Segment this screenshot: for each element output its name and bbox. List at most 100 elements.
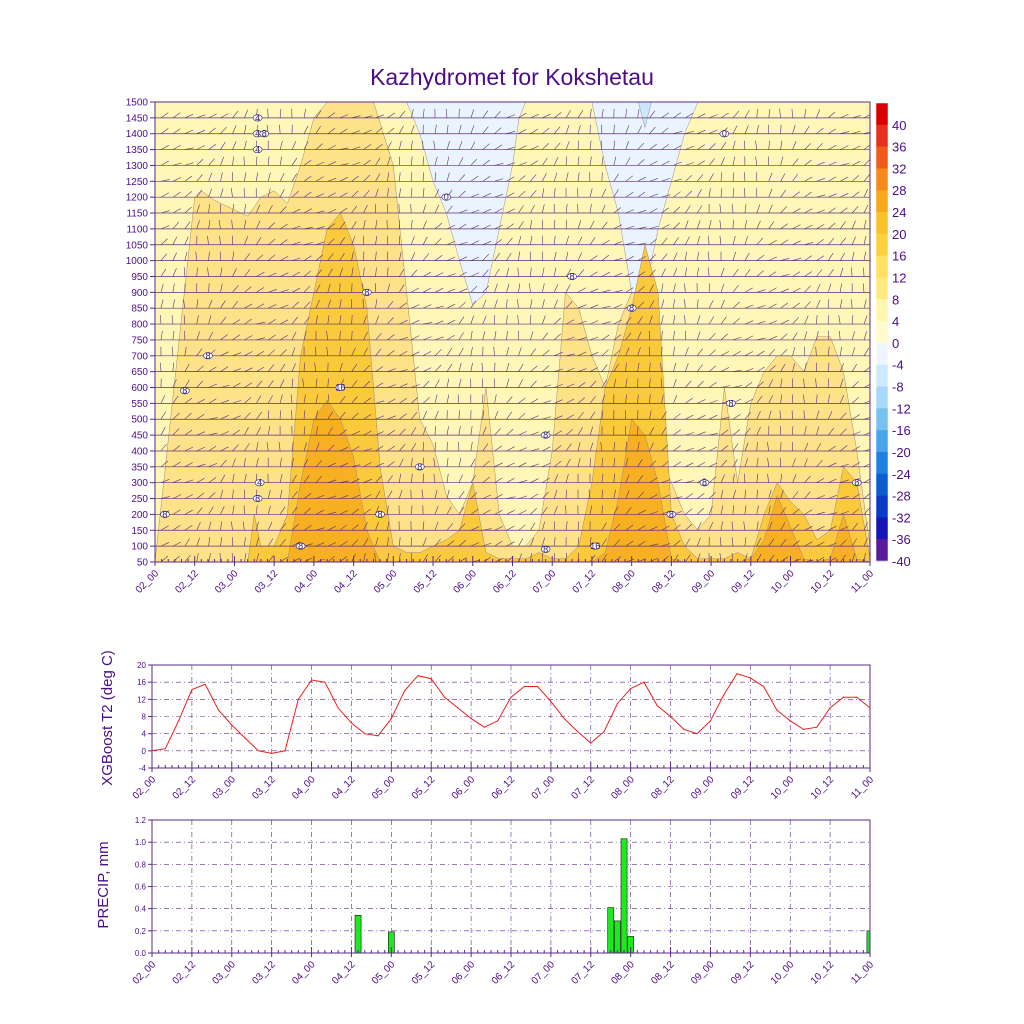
contour-label: 8 [295,541,306,551]
t2-point [802,728,805,731]
wind-barb [851,251,855,261]
wind-barb [208,127,216,134]
wind-barb [470,193,480,198]
t2-y-tick-label: -4 [139,764,147,773]
wind-barb [637,459,643,467]
wind-barb [553,474,559,483]
wind-barb [172,283,175,293]
wind-barb [804,426,807,436]
wind-barb [506,267,510,277]
wind-barb [446,364,453,372]
t2-point [364,733,366,735]
wind-barb [565,319,575,325]
wind-barb [470,362,473,372]
contour-label-text: 16 [335,383,345,393]
wind-barb [267,108,269,118]
wind-barb [232,334,240,341]
wind-barb [625,209,635,214]
wind-barb [375,445,384,452]
wind-barb [554,430,563,436]
wind-barb [422,236,428,245]
wind-barb [661,525,670,531]
wind-barb [422,396,430,404]
wind-barb [303,191,312,198]
wind-barb [363,190,370,198]
wind-barb [553,317,562,325]
wind-barb [279,189,285,198]
wind-barb [232,368,242,372]
wind-barb [756,124,759,134]
wind-barb [494,494,503,499]
wind-barb [399,458,404,467]
wind-barb [375,348,382,356]
wind-barb [673,222,681,230]
wind-barb [160,330,163,340]
wind-barb [815,378,817,388]
wind-barb [792,317,799,325]
wind-barb [387,334,395,341]
y-tick-label: 1050 [126,240,149,251]
t2-point [842,696,845,698]
wind-barb [732,236,736,245]
wind-barb [494,526,503,531]
wind-barb [184,221,191,230]
y-tick-label: 200 [131,510,148,521]
contour-label: 8 [626,303,637,313]
wind-barb [613,272,623,277]
wind-barb [482,476,490,483]
wind-barb [506,411,513,420]
wind-barb [506,347,510,356]
wind-barb [708,220,712,229]
wind-barb [482,315,487,325]
wind-barb [303,255,312,261]
wind-barb [208,299,213,309]
wind-barb [196,267,198,277]
y-tick-label: 1450 [126,113,149,124]
precip-y-tick-label: 1.0 [135,838,147,847]
wind-barb [649,110,656,119]
wind-barb [649,126,656,134]
wind-barb [159,362,162,372]
wind-barb [196,331,200,341]
wind-barb [542,384,551,388]
wind-barb [244,172,247,182]
wind-barb [160,496,170,499]
wind-barb [815,346,817,356]
wind-barb [291,208,301,214]
wind-barb [804,285,811,293]
wind-barb [839,363,844,372]
wind-barb [315,110,322,119]
wind-barb [184,429,193,436]
wind-barb [351,380,358,388]
contour-label: 8 [540,544,551,554]
wind-barb [816,477,825,483]
wind-barb [327,112,336,119]
wind-barb [327,394,330,404]
wind-barb [244,109,249,119]
wind-barb [470,272,480,277]
t2-point [271,752,273,755]
wind-barb [661,283,664,293]
wind-barb [458,271,467,277]
precip-bar [607,907,615,954]
wind-barb [458,362,462,372]
wind-barb [637,242,647,246]
contour-label-bg [441,193,452,201]
wind-barb [685,236,690,245]
wind-barb [791,108,793,118]
wind-barb [756,521,759,531]
wind-barb [339,114,349,119]
wind-barb [780,363,786,372]
wind-barb [732,251,736,261]
wind-barb [637,541,646,547]
wind-barb [792,173,799,182]
wind-barb [565,521,568,531]
wind-barb [804,541,813,547]
wind-barb [399,172,401,182]
wind-barb [387,461,395,468]
wind-barb [613,207,622,214]
wind-barb [553,219,556,229]
precip-y-tick-label: 0.8 [135,860,147,869]
wind-barb [637,159,645,166]
wind-barb [171,346,174,356]
